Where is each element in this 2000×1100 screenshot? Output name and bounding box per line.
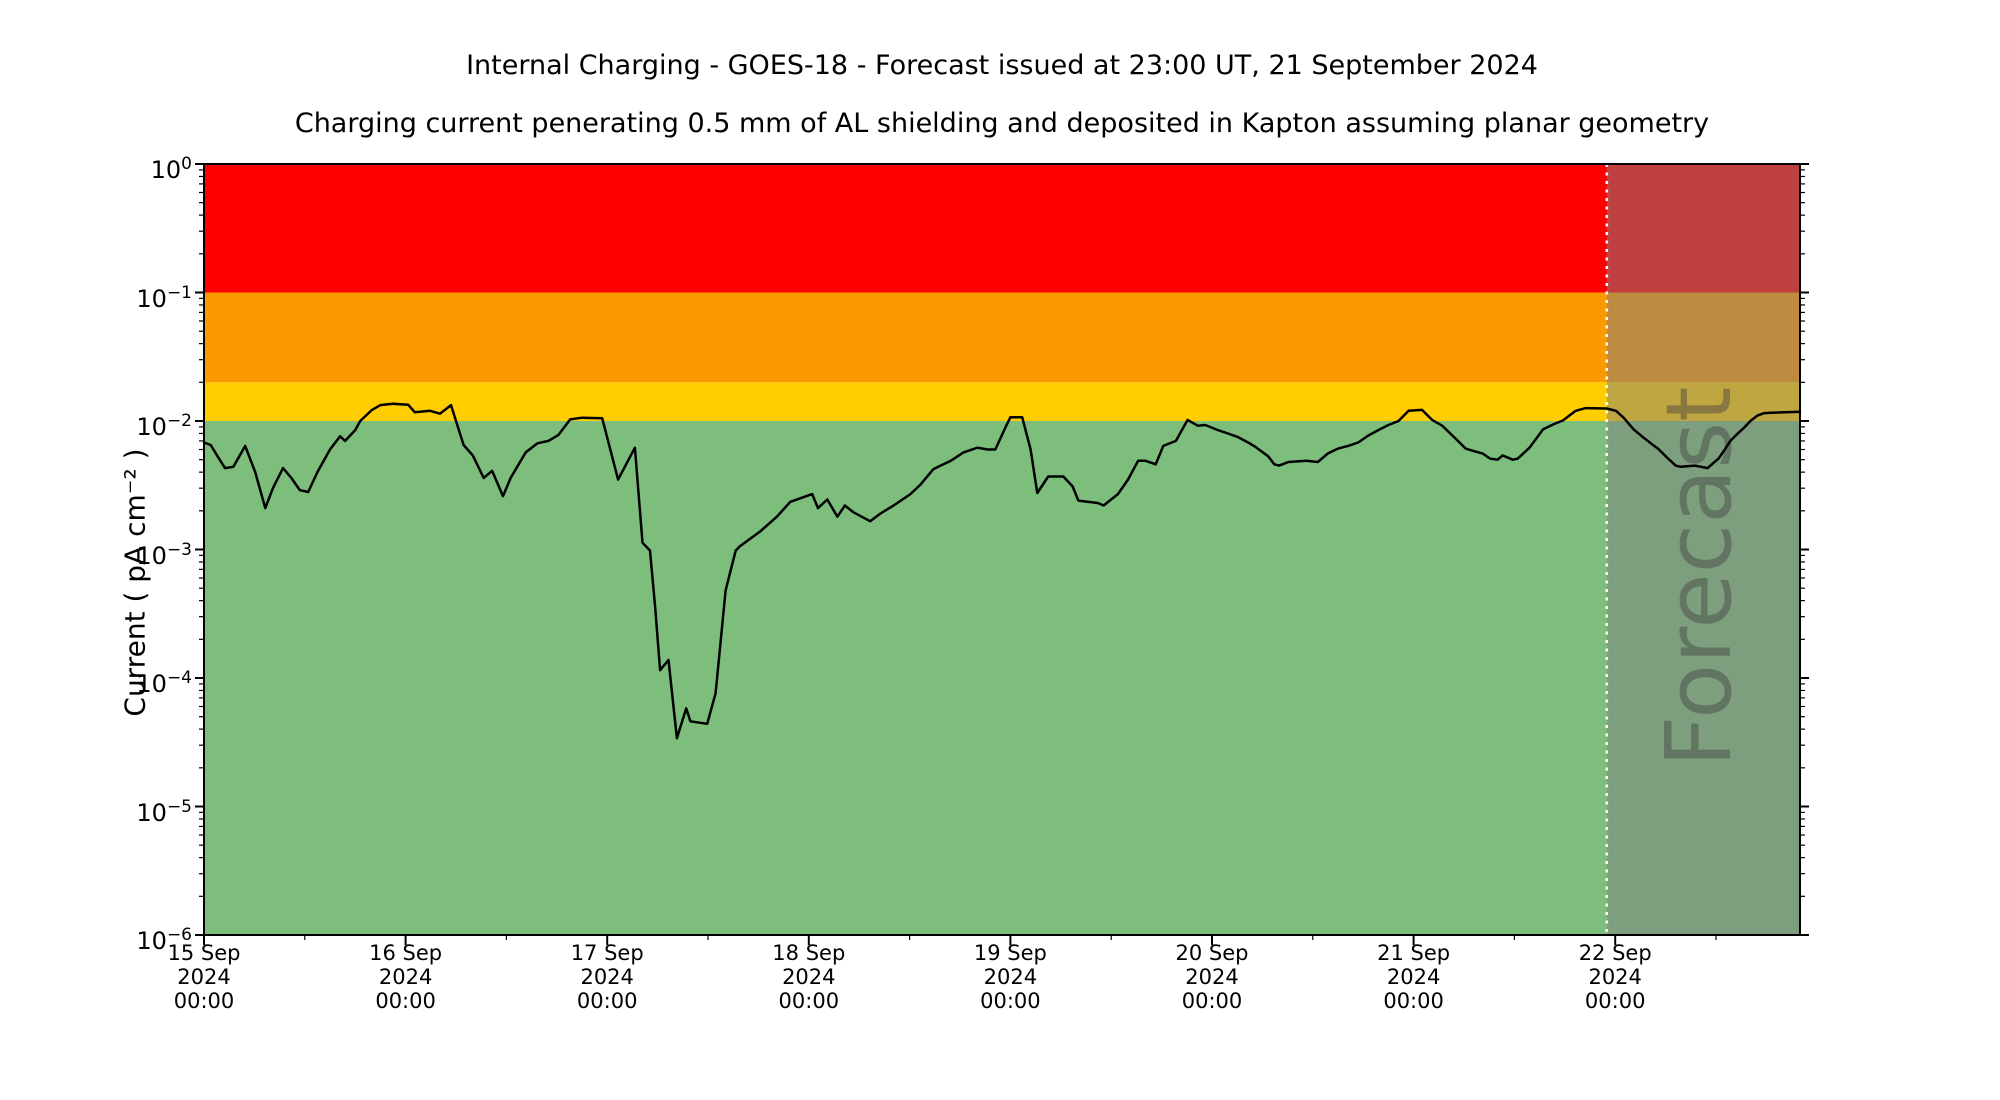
x-tick-label-line: 21 Sep	[1377, 941, 1451, 965]
x-tick-label-line: 2024	[983, 965, 1038, 989]
x-tick-label: 21 Sep 2024 00:00	[1329, 941, 1499, 1013]
x-tick-label-line: 00:00	[1181, 989, 1243, 1013]
x-tick-label-line: 17 Sep	[570, 941, 644, 965]
x-tick-label-line: 00:00	[1584, 989, 1646, 1013]
x-tick-label-line: 19 Sep	[973, 941, 1047, 965]
x-tick-label: 18 Sep 2024 00:00	[724, 941, 894, 1013]
x-tick-label: 22 Sep 2024 00:00	[1530, 941, 1700, 1013]
y-tick-label: 10−5	[136, 796, 192, 827]
x-tick-label-line: 18 Sep	[772, 941, 846, 965]
x-tick-label-line: 00:00	[173, 989, 235, 1013]
x-tick-label-line: 2024	[1588, 965, 1642, 989]
x-tick-label: 15 Sep 2024 00:00	[119, 941, 289, 1013]
x-tick-label-line: 2024	[1185, 965, 1239, 989]
x-tick-label-line: 00:00	[1383, 989, 1444, 1013]
x-tick-label-line: 22 Sep	[1578, 941, 1652, 965]
x-tick-label-line: 00:00	[576, 989, 638, 1013]
chart-title: Internal Charging - GOES-18 - Forecast i…	[466, 50, 1538, 81]
x-tick-label-line: 00:00	[375, 989, 436, 1013]
x-tick-label: 20 Sep 2024 00:00	[1127, 941, 1297, 1013]
y-tick-label: 10−1	[136, 282, 192, 313]
x-tick-label: 17 Sep 2024 00:00	[522, 941, 692, 1013]
y-tick-label: 100	[150, 154, 192, 184]
forecast-overlay	[1606, 164, 1800, 935]
x-tick-label-line: 2024	[378, 965, 433, 989]
x-tick-label-line: 2024	[177, 965, 231, 989]
y-tick-label: 10−4	[136, 668, 192, 698]
band-caution-yellow	[204, 382, 1800, 421]
band-warning-orange	[204, 292, 1800, 383]
x-tick-label-line: 2024	[580, 965, 634, 989]
x-tick-label-line: 00:00	[778, 989, 840, 1013]
x-tick-label-line: 20 Sep	[1175, 941, 1249, 965]
x-tick-label-line: 15 Sep	[167, 941, 241, 965]
x-tick-label-line: 2024	[1386, 965, 1441, 989]
x-tick-label-line: 2024	[782, 965, 836, 989]
y-tick-label: 10−3	[136, 539, 192, 570]
x-tick-label-line: 16 Sep	[369, 941, 443, 965]
band-nominal-green	[204, 421, 1800, 935]
forecast-watermark-label: Forecast	[1647, 387, 1752, 768]
y-tick-label: 10−2	[136, 411, 192, 441]
x-tick-label: 19 Sep 2024 00:00	[925, 941, 1095, 1013]
x-tick-label: 16 Sep 2024 00:00	[321, 941, 491, 1013]
chart-subtitle: Charging current penerating 0.5 mm of AL…	[294, 108, 1710, 139]
band-alert-red	[204, 164, 1800, 293]
x-tick-label-line: 00:00	[980, 989, 1041, 1013]
series-charging-current	[202, 402, 1802, 740]
